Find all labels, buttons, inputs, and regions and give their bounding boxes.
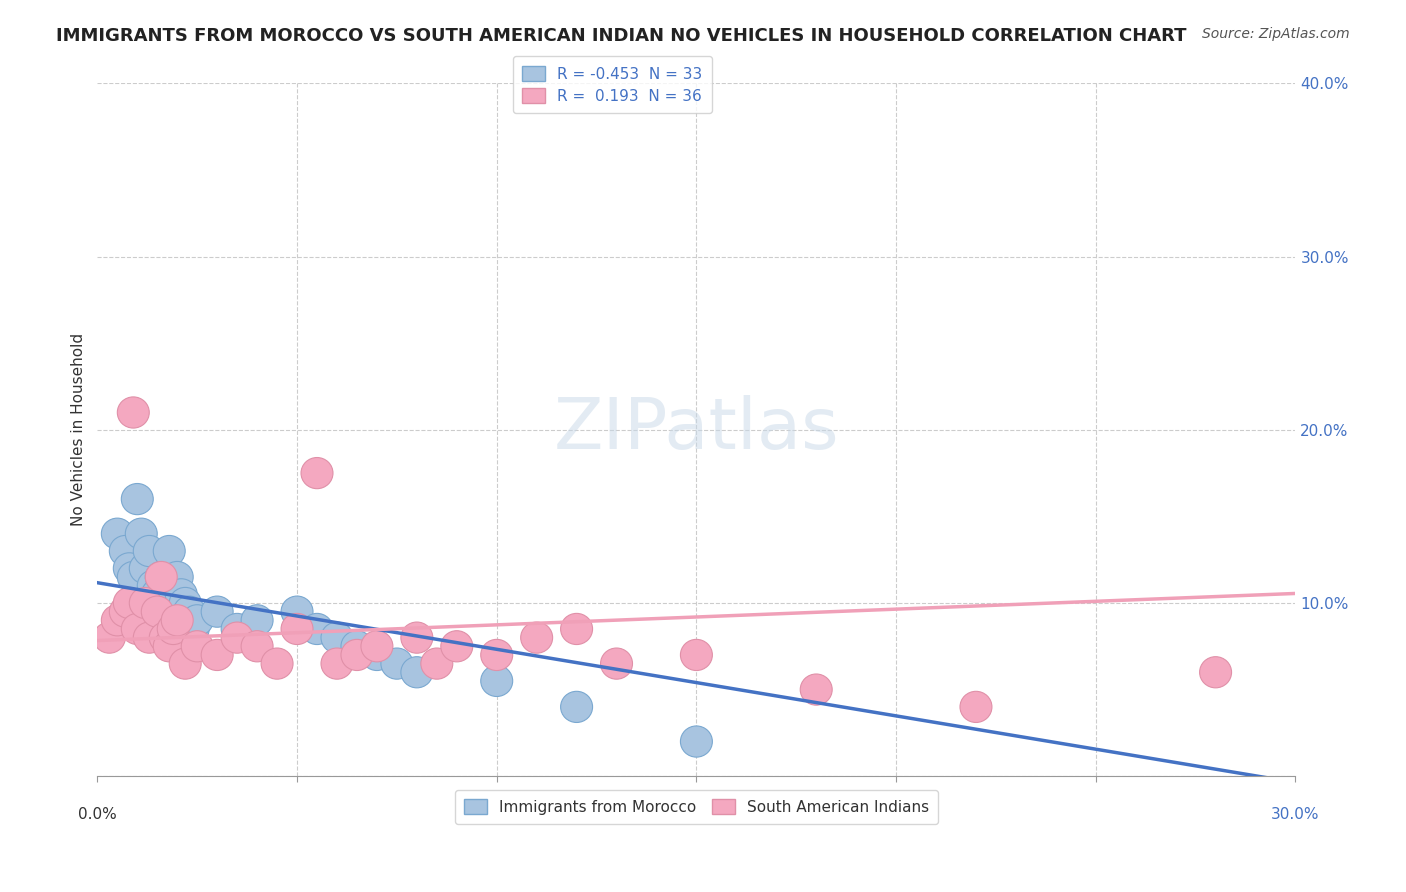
Ellipse shape <box>134 622 166 653</box>
Ellipse shape <box>117 397 149 428</box>
Ellipse shape <box>145 561 177 592</box>
Ellipse shape <box>240 605 273 636</box>
Ellipse shape <box>800 674 832 706</box>
Ellipse shape <box>201 640 233 671</box>
Ellipse shape <box>561 691 592 723</box>
Ellipse shape <box>162 605 193 636</box>
Ellipse shape <box>153 535 186 566</box>
Ellipse shape <box>401 622 433 653</box>
Ellipse shape <box>141 596 173 627</box>
Ellipse shape <box>129 588 162 618</box>
Ellipse shape <box>129 553 162 584</box>
Ellipse shape <box>138 570 169 601</box>
Ellipse shape <box>117 561 149 592</box>
Ellipse shape <box>441 631 472 662</box>
Ellipse shape <box>681 640 713 671</box>
Ellipse shape <box>121 483 153 515</box>
Ellipse shape <box>481 665 513 697</box>
Ellipse shape <box>321 648 353 679</box>
Ellipse shape <box>301 458 333 489</box>
Ellipse shape <box>121 614 153 645</box>
Ellipse shape <box>262 648 292 679</box>
Text: 30.0%: 30.0% <box>1271 807 1320 822</box>
Ellipse shape <box>166 579 197 610</box>
Ellipse shape <box>681 726 713 757</box>
Ellipse shape <box>145 561 177 592</box>
Ellipse shape <box>177 614 209 645</box>
Ellipse shape <box>153 631 186 662</box>
Ellipse shape <box>93 622 125 653</box>
Ellipse shape <box>101 605 134 636</box>
Ellipse shape <box>520 622 553 653</box>
Y-axis label: No Vehicles in Household: No Vehicles in Household <box>72 334 86 526</box>
Ellipse shape <box>240 631 273 662</box>
Text: Source: ZipAtlas.com: Source: ZipAtlas.com <box>1202 27 1350 41</box>
Ellipse shape <box>110 596 141 627</box>
Ellipse shape <box>281 596 314 627</box>
Ellipse shape <box>281 614 314 645</box>
Ellipse shape <box>420 648 453 679</box>
Ellipse shape <box>361 640 392 671</box>
Ellipse shape <box>1199 657 1232 688</box>
Ellipse shape <box>134 535 166 566</box>
Ellipse shape <box>481 640 513 671</box>
Text: ZIPatlas: ZIPatlas <box>554 395 839 465</box>
Ellipse shape <box>561 614 592 645</box>
Ellipse shape <box>361 631 392 662</box>
Ellipse shape <box>169 648 201 679</box>
Ellipse shape <box>301 614 333 645</box>
Ellipse shape <box>181 631 214 662</box>
Ellipse shape <box>221 622 253 653</box>
Ellipse shape <box>342 640 373 671</box>
Ellipse shape <box>600 648 633 679</box>
Ellipse shape <box>960 691 993 723</box>
Ellipse shape <box>401 657 433 688</box>
Ellipse shape <box>173 596 205 627</box>
Ellipse shape <box>157 605 190 636</box>
Ellipse shape <box>342 631 373 662</box>
Ellipse shape <box>201 596 233 627</box>
Ellipse shape <box>125 518 157 549</box>
Ellipse shape <box>321 622 353 653</box>
Ellipse shape <box>181 605 214 636</box>
Ellipse shape <box>157 614 190 645</box>
Ellipse shape <box>101 518 134 549</box>
Ellipse shape <box>381 648 413 679</box>
Ellipse shape <box>149 622 181 653</box>
Ellipse shape <box>110 535 141 566</box>
Ellipse shape <box>221 614 253 645</box>
Ellipse shape <box>114 553 145 584</box>
Text: 0.0%: 0.0% <box>77 807 117 822</box>
Legend: Immigrants from Morocco, South American Indians: Immigrants from Morocco, South American … <box>454 789 938 824</box>
Ellipse shape <box>141 579 173 610</box>
Ellipse shape <box>114 588 145 618</box>
Ellipse shape <box>149 588 181 618</box>
Ellipse shape <box>162 561 193 592</box>
Text: IMMIGRANTS FROM MOROCCO VS SOUTH AMERICAN INDIAN NO VEHICLES IN HOUSEHOLD CORREL: IMMIGRANTS FROM MOROCCO VS SOUTH AMERICA… <box>56 27 1187 45</box>
Ellipse shape <box>169 588 201 618</box>
